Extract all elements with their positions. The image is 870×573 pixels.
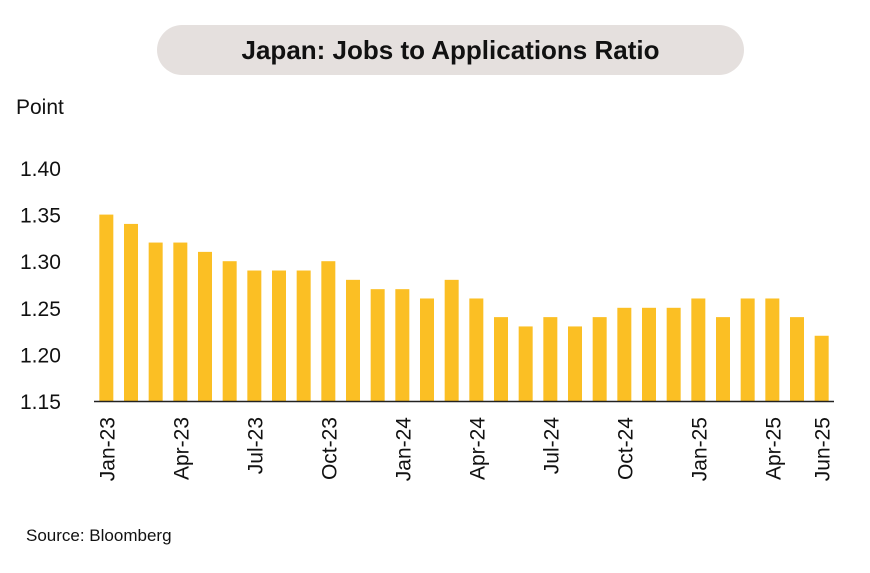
bar-may-23 [198, 251, 212, 401]
bar-jan-25 [691, 298, 706, 401]
x-tick-label: Apr-23 [170, 417, 193, 480]
x-tick-label: Jun-25 [812, 417, 835, 481]
y-tick-label: 1.35 [20, 205, 61, 228]
y-tick-label: 1.15 [20, 391, 61, 414]
bar-apr-23 [173, 242, 188, 401]
bar-sep-23 [296, 270, 311, 401]
x-tick-label: Oct-24 [614, 417, 637, 480]
bar-sep-24 [592, 317, 607, 401]
x-axis-ticks: Jan-23 Apr-23 Jul-23 Oct-23 Jan-24 Apr-24 Jul-… [96, 417, 834, 482]
bar-jan-23 [99, 214, 114, 401]
bar-jun-25 [814, 335, 829, 401]
bar-jul-24 [543, 317, 558, 401]
x-tick-label: Jul-23 [244, 417, 267, 474]
y-tick-label: 1.40 [20, 158, 61, 181]
bar-may-24 [494, 317, 508, 401]
bar-aug-24 [568, 326, 582, 401]
bar-may-25 [790, 317, 804, 401]
x-tick-label: Apr-24 [466, 417, 489, 480]
bar-aug-23 [272, 270, 286, 401]
bar-nov-23 [346, 279, 360, 401]
bar-jul-23 [247, 270, 262, 401]
chart-title-pill: Japan: Jobs to Applications Ratio [157, 25, 744, 75]
bar-feb-25 [716, 317, 730, 401]
bar-apr-24 [469, 298, 484, 401]
bar-jan-24 [395, 289, 410, 401]
x-tick-label: Jan-23 [96, 417, 119, 481]
x-tick-label: Oct-23 [318, 417, 341, 480]
bar-mar-25 [740, 298, 755, 401]
chart-title: Japan: Jobs to Applications Ratio [241, 34, 660, 65]
x-tick-label: Jan-25 [688, 417, 711, 481]
bar-dec-24 [666, 307, 681, 401]
source-note: Source: Bloomberg [26, 526, 172, 545]
bar-feb-23 [124, 223, 138, 401]
bar-dec-23 [370, 289, 385, 401]
y-axis-ticks: 1.15 1.20 1.25 1.30 1.35 1.40 [20, 158, 61, 414]
x-tick-label: Jul-24 [540, 417, 563, 475]
bar-nov-24 [642, 307, 656, 401]
y-tick-label: 1.30 [20, 251, 61, 274]
y-tick-label: 1.20 [20, 344, 61, 367]
bar-jun-24 [518, 326, 533, 401]
bar-mar-23 [148, 242, 163, 401]
y-axis-unit-label: Point [16, 96, 64, 119]
bars [99, 214, 829, 401]
y-tick-label: 1.25 [20, 298, 61, 321]
bar-oct-24 [617, 307, 632, 401]
bar-mar-24 [444, 279, 459, 401]
bar-jun-23 [222, 261, 237, 401]
bar-oct-23 [321, 261, 336, 401]
x-tick-label: Jan-24 [392, 417, 415, 482]
bar-feb-24 [420, 298, 434, 401]
x-tick-label: Apr-25 [762, 417, 785, 480]
bar-apr-25 [765, 298, 780, 401]
